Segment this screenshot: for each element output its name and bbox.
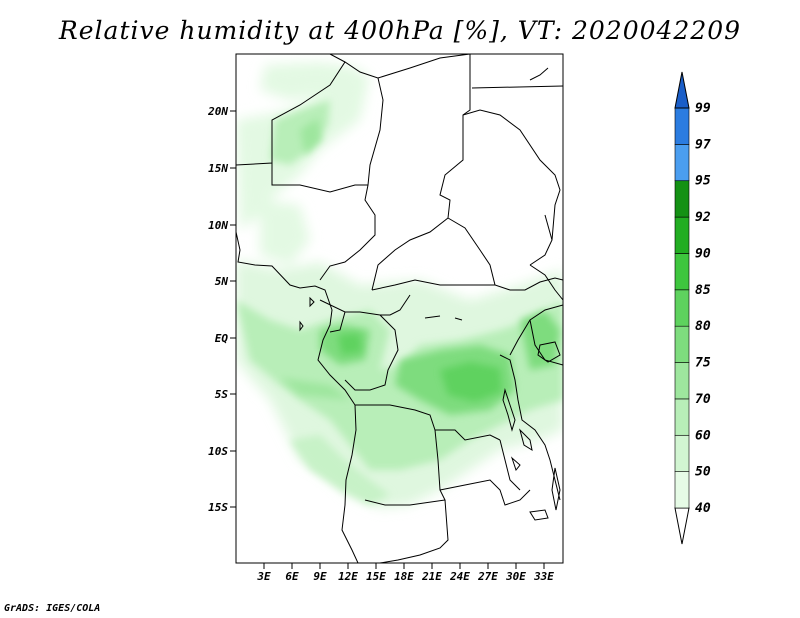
lat-label: 10N [208, 219, 228, 232]
plot-frame [235, 53, 564, 564]
colorbar-segment [674, 434, 690, 472]
lon-label: 30E [505, 570, 526, 583]
colorbar-segment [674, 216, 690, 254]
lon-label: 6E [285, 570, 299, 583]
colorbar-segment [674, 107, 690, 145]
colorbar-segment [674, 471, 690, 509]
lon-axis: 3E 6E 9E 12E 15E 18E 21E 24E 27E 30E 33E [256, 563, 554, 583]
lat-axis: 20N 15N 10N 5N EQ 5S 10S 15S [207, 105, 236, 514]
lon-label: 27E [477, 570, 498, 583]
colorbar-label: 95 [695, 174, 711, 189]
lat-label: EQ [215, 332, 229, 345]
colorbar-label: 60 [695, 428, 711, 443]
lat-label: 20N [207, 105, 228, 118]
lon-label: 3E [256, 570, 271, 583]
grads-credit: GrADS: IGES/COLA [4, 603, 101, 614]
lon-label: 21E [421, 570, 442, 583]
colorbar-segment [674, 289, 690, 327]
lon-label: 9E [313, 570, 327, 583]
colorbar-segment [674, 180, 690, 218]
colorbar-label: 97 [695, 137, 711, 152]
lat-label: 15S [208, 501, 228, 514]
colorbar-segment [674, 507, 690, 545]
colorbar-segment [674, 398, 690, 436]
colorbar-label: 90 [695, 246, 711, 261]
colorbar-segment [674, 71, 690, 109]
colorbar-label: 40 [695, 501, 711, 516]
colorbar-label: 80 [695, 319, 711, 334]
colorbar: 40 50 60 70 75 80 85 90 92 95 97 99 [674, 71, 711, 545]
lat-label: 10S [208, 445, 228, 458]
lat-label: 5S [215, 388, 229, 401]
map-title: Relative humidity at 400hPa [%], VT: 202… [58, 16, 742, 45]
lon-label: 33E [533, 570, 554, 583]
lon-label: 15E [366, 570, 386, 583]
colorbar-label: 50 [695, 465, 711, 480]
lat-label: 15N [208, 162, 228, 175]
lon-label: 24E [449, 570, 470, 583]
colorbar-label: 85 [695, 283, 711, 298]
colorbar-label: 75 [695, 356, 711, 371]
lon-label: 12E [338, 570, 358, 583]
colorbar-label: 99 [695, 101, 711, 116]
colorbar-segment [674, 144, 690, 182]
humidity-field [236, 62, 563, 508]
colorbar-label: 70 [695, 392, 711, 407]
lat-label: 5N [215, 275, 229, 288]
colorbar-label: 92 [695, 210, 711, 225]
colorbar-segment [674, 362, 690, 400]
coastlines-borders [236, 54, 563, 563]
colorbar-segment [674, 253, 690, 291]
lon-label: 18E [394, 570, 414, 583]
colorbar-segment [674, 325, 690, 363]
